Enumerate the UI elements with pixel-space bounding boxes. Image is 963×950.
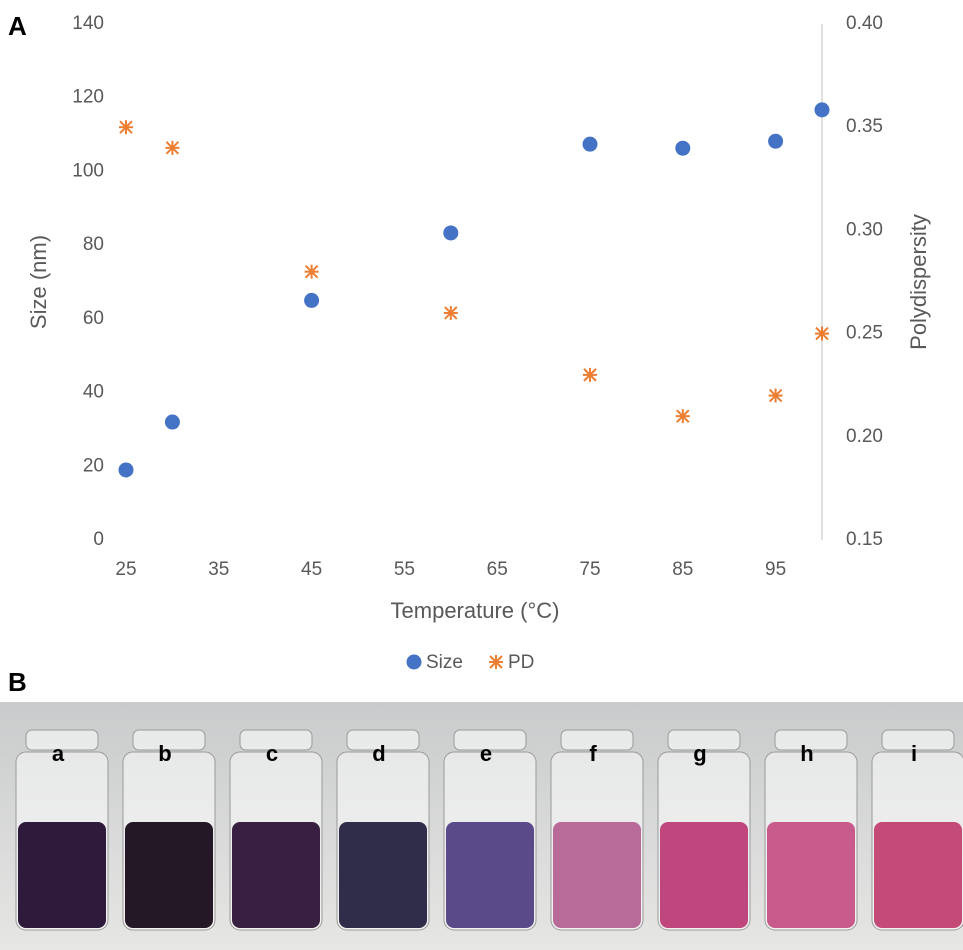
data-point	[814, 102, 830, 118]
marker-shape	[118, 462, 134, 478]
vial-label: e	[480, 741, 492, 766]
panel-label: B	[8, 667, 27, 697]
data-point	[118, 462, 134, 478]
y-tick-label: 60	[83, 308, 104, 329]
data-point	[583, 367, 597, 382]
marker-shape	[406, 654, 422, 670]
vial-liquid	[125, 822, 213, 928]
x-tick-label: 65	[487, 559, 508, 580]
vial-liquid	[18, 822, 106, 928]
data-point	[304, 264, 319, 279]
y2-tick-label: 0.30	[846, 219, 883, 240]
y-tick-label: 0	[93, 529, 104, 550]
vial-label: a	[52, 741, 65, 766]
y-tick-label: 140	[72, 13, 104, 34]
legend-label: PD	[508, 652, 534, 673]
marker-shape	[675, 140, 691, 156]
marker-shape	[768, 133, 784, 149]
vial-neck	[346, 729, 420, 751]
vial-neck	[774, 729, 848, 751]
data-point	[443, 225, 459, 241]
x-tick-label: 55	[394, 559, 415, 580]
vial-neck	[453, 729, 527, 751]
vial-neck	[560, 729, 634, 751]
x-tick-label: 75	[579, 559, 600, 580]
y-tick-label: 40	[83, 382, 104, 403]
data-point	[164, 414, 180, 430]
y2-tick-label: 0.25	[846, 323, 883, 344]
vial-label: h	[800, 741, 813, 766]
y-tick-label: 100	[72, 160, 104, 181]
data-point	[675, 409, 690, 424]
data-point	[768, 133, 784, 149]
y-tick-label: 20	[83, 455, 104, 476]
marker-shape	[304, 292, 320, 308]
vial-liquid	[446, 822, 534, 928]
vial-neck	[239, 729, 313, 751]
y2-tick-label: 0.40	[846, 13, 883, 34]
x-axis-title: Temperature (°C)	[391, 598, 560, 623]
y2-axis-title: Polydispersity	[906, 214, 931, 350]
x-tick-label: 95	[765, 559, 786, 580]
y-tick-label: 80	[83, 234, 104, 255]
vial-label: b	[158, 741, 171, 766]
marker-shape	[582, 136, 598, 152]
vial-label: f	[589, 741, 597, 766]
panel-label: A	[8, 11, 27, 41]
vial-label: g	[693, 741, 706, 766]
marker-shape	[443, 225, 459, 241]
legend-label: Size	[426, 652, 463, 673]
marker-shape	[814, 102, 830, 118]
vial-liquid	[553, 822, 641, 928]
vial-label: c	[266, 741, 278, 766]
data-point	[582, 136, 598, 152]
vial-liquid	[874, 822, 962, 928]
vial-neck	[667, 729, 741, 751]
legend-marker	[489, 655, 503, 669]
vial-liquid	[767, 822, 855, 928]
legend-marker	[406, 654, 422, 670]
x-tick-label: 85	[672, 559, 693, 580]
vial-liquid	[232, 822, 320, 928]
y-tick-label: 120	[72, 87, 104, 108]
y2-tick-label: 0.35	[846, 116, 883, 137]
data-point	[165, 140, 180, 155]
x-tick-label: 25	[115, 559, 136, 580]
y-axis-title: Size (nm)	[26, 235, 51, 329]
data-point	[768, 388, 783, 403]
data-point	[675, 140, 691, 156]
x-tick-label: 45	[301, 559, 322, 580]
vial-liquid	[339, 822, 427, 928]
y2-tick-label: 0.15	[846, 529, 883, 550]
vial-liquid	[660, 822, 748, 928]
vial-neck	[25, 729, 99, 751]
marker-shape	[164, 414, 180, 430]
data-point	[815, 326, 829, 341]
vial-label: i	[911, 741, 917, 766]
vial-neck	[132, 729, 206, 751]
vial-label: d	[372, 741, 385, 766]
y2-tick-label: 0.20	[846, 426, 883, 447]
x-tick-label: 35	[208, 559, 229, 580]
vial-neck	[881, 729, 955, 751]
data-point	[304, 292, 320, 308]
data-point	[443, 305, 458, 320]
data-point	[119, 120, 133, 135]
